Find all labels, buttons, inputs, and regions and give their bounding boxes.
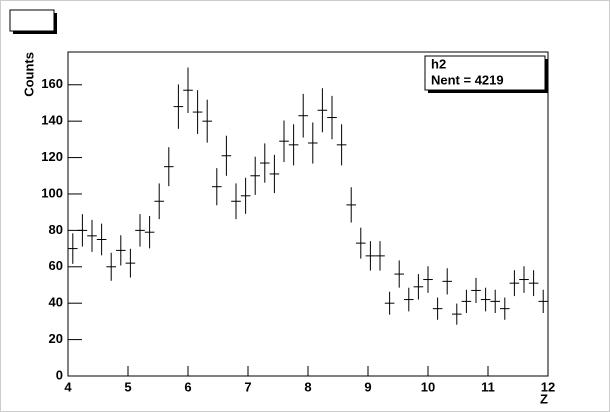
y-tick-label: 20 [49, 331, 63, 346]
x-tick-label: 11 [481, 379, 495, 394]
stats-box [424, 55, 546, 91]
title-box [9, 9, 55, 32]
plot-frame [67, 51, 549, 377]
stats-text: Nent = 4219 [431, 72, 504, 87]
x-axis-label: Z [540, 391, 548, 406]
y-tick-label: 80 [49, 222, 63, 237]
y-tick-label: 40 [49, 295, 63, 310]
x-tick-label: 8 [304, 379, 311, 394]
x-tick-label: 9 [364, 379, 371, 394]
x-tick-label: 12 [541, 379, 555, 394]
y-tick-label: 100 [41, 185, 63, 200]
x-tick-label: 4 [64, 379, 72, 394]
x-tick-label: 10 [421, 379, 435, 394]
y-tick-label: 0 [56, 367, 63, 382]
y-axis-label: Counts [21, 52, 36, 97]
y-tick-label: 60 [49, 258, 63, 273]
stats-title: h2 [431, 56, 446, 71]
x-tick-label: 6 [184, 379, 191, 394]
y-tick-label: 140 [41, 113, 63, 128]
x-tick-label: 5 [124, 379, 131, 394]
y-tick-label: 120 [41, 149, 63, 164]
y-tick-label: 160 [41, 76, 63, 91]
x-tick-label: 7 [244, 379, 251, 394]
